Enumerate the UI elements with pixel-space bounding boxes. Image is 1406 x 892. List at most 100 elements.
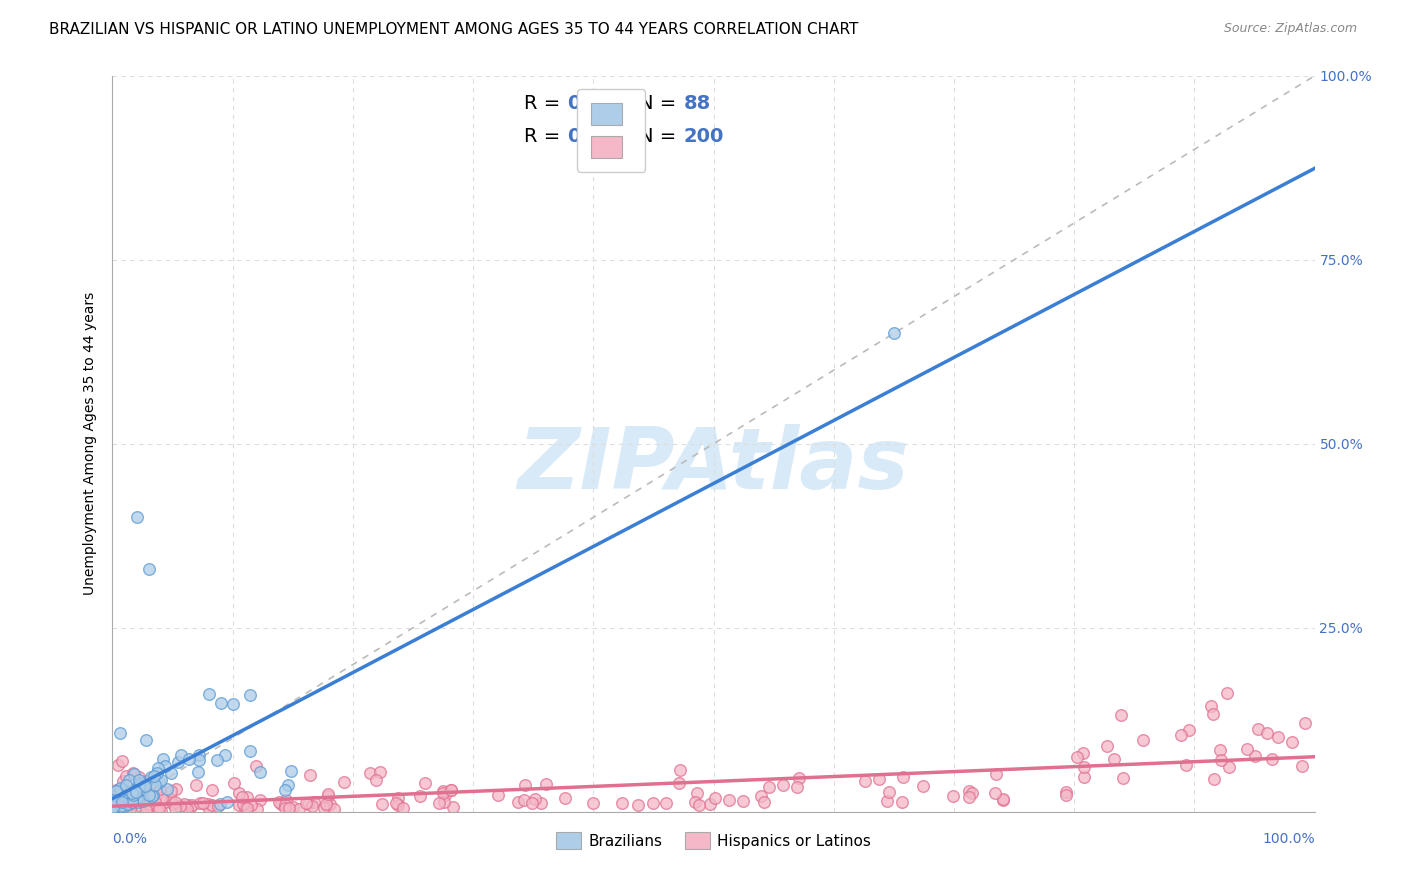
Point <box>610 796 633 810</box>
Point <box>524 792 547 806</box>
Point <box>129 799 152 814</box>
Point <box>152 752 174 766</box>
Point <box>368 764 391 779</box>
Point <box>142 769 165 783</box>
Point <box>1073 770 1095 784</box>
Point <box>180 799 202 814</box>
Point <box>138 788 160 802</box>
Point <box>107 801 129 815</box>
Point <box>122 767 145 781</box>
Point <box>270 797 292 812</box>
Point <box>318 797 340 811</box>
Point <box>128 772 150 787</box>
Point <box>122 766 145 780</box>
Point <box>135 732 157 747</box>
Point <box>117 797 139 811</box>
Point <box>506 795 529 809</box>
Point <box>1054 788 1077 802</box>
Point <box>891 771 914 785</box>
Point <box>104 782 127 797</box>
Point <box>145 803 167 817</box>
Point <box>239 688 262 702</box>
Point <box>868 772 890 786</box>
Point <box>246 802 269 816</box>
Point <box>104 798 127 813</box>
Point <box>683 795 706 809</box>
Point <box>121 786 143 800</box>
Point <box>118 803 141 817</box>
Point <box>655 797 678 811</box>
Point <box>392 800 415 814</box>
Point <box>433 788 456 802</box>
Point <box>139 802 162 816</box>
Point <box>1236 742 1258 756</box>
Point <box>582 797 605 811</box>
Point <box>112 798 135 813</box>
Point <box>960 786 983 800</box>
Point <box>228 798 250 813</box>
Y-axis label: Unemployment Among Ages 35 to 44 years: Unemployment Among Ages 35 to 44 years <box>83 293 97 595</box>
Point <box>148 761 170 775</box>
Point <box>122 794 145 808</box>
Point <box>688 797 710 812</box>
Point <box>138 562 160 576</box>
Point <box>188 796 211 810</box>
Point <box>155 758 177 772</box>
Point <box>249 765 271 780</box>
Point <box>138 797 160 812</box>
Point <box>236 800 259 814</box>
Point <box>111 754 134 768</box>
Point <box>142 788 165 802</box>
Point <box>128 770 150 784</box>
Point <box>105 805 128 819</box>
Point <box>301 798 323 813</box>
Point <box>1095 739 1118 754</box>
Point <box>177 797 200 812</box>
Point <box>686 786 709 800</box>
Point <box>141 796 163 810</box>
Point <box>163 796 186 810</box>
Point <box>249 792 271 806</box>
Point <box>173 797 195 811</box>
Point <box>110 799 132 814</box>
Point <box>1102 752 1125 766</box>
Point <box>668 764 690 778</box>
Point <box>188 753 211 767</box>
Point <box>118 804 141 818</box>
Point <box>111 782 134 797</box>
Text: Source: ZipAtlas.com: Source: ZipAtlas.com <box>1223 22 1357 36</box>
Point <box>991 792 1014 806</box>
Point <box>124 785 146 799</box>
Point <box>312 801 335 815</box>
Point <box>513 778 536 792</box>
Point <box>288 801 311 815</box>
Point <box>890 795 912 809</box>
Text: R =: R = <box>523 94 560 113</box>
Point <box>731 794 754 808</box>
Point <box>984 786 1007 800</box>
Point <box>149 781 172 796</box>
Point <box>170 802 193 816</box>
Point <box>786 780 808 794</box>
Point <box>118 797 141 811</box>
Point <box>297 797 319 812</box>
Point <box>233 801 256 815</box>
Point <box>957 783 980 797</box>
Text: N =: N = <box>638 127 676 145</box>
Point <box>118 773 141 788</box>
Point <box>274 798 297 813</box>
Point <box>332 775 354 789</box>
Point <box>150 772 173 787</box>
Point <box>110 793 132 807</box>
Point <box>107 758 129 772</box>
Point <box>104 797 127 811</box>
Point <box>522 796 544 810</box>
Point <box>1209 743 1232 757</box>
Point <box>112 793 135 807</box>
Point <box>315 797 337 811</box>
Point <box>1256 725 1278 739</box>
Text: BRAZILIAN VS HISPANIC OR LATINO UNEMPLOYMENT AMONG AGES 35 TO 44 YEARS CORRELATI: BRAZILIAN VS HISPANIC OR LATINO UNEMPLOY… <box>49 22 859 37</box>
Point <box>281 799 304 814</box>
Point <box>118 792 141 806</box>
Point <box>1261 752 1284 766</box>
